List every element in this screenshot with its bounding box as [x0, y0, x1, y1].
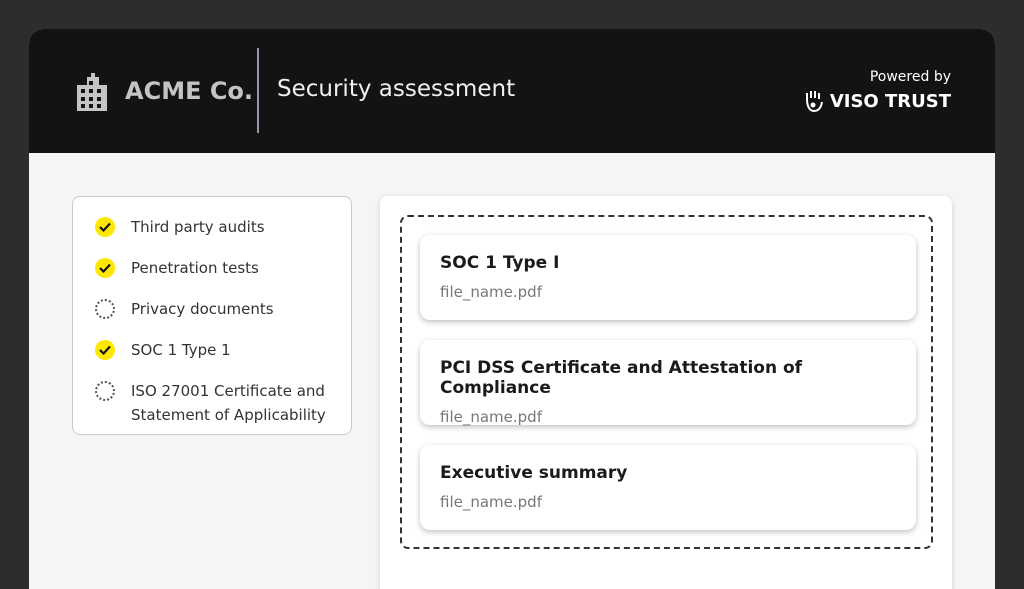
checklist-item: Third party audits	[95, 215, 351, 239]
pending-circle-icon	[95, 381, 115, 401]
document-title: Executive summary	[440, 463, 628, 483]
pending-circle-icon	[95, 299, 115, 319]
checklist-item: ISO 27001 Certificate and Statement of A…	[95, 379, 351, 427]
checklist-label: Penetration tests	[131, 259, 259, 277]
divider	[257, 48, 259, 133]
checklist-label: ISO 27001 Certificate and Statement of A…	[131, 382, 326, 424]
app-window: ACME Co. Security assessment Powered by …	[29, 29, 995, 589]
checklist-item: Privacy documents	[95, 297, 351, 321]
company-logo: ACME Co.	[77, 71, 253, 111]
documents-panel: SOC 1 Type I file_name.pdf PCI DSS Certifi…	[380, 196, 952, 589]
check-icon	[95, 340, 115, 360]
checklist-item: Penetration tests	[95, 256, 351, 280]
document-card[interactable]: Executive summary file_name.pdf	[420, 445, 916, 530]
powered-by-label: Powered by	[869, 69, 951, 85]
header: ACME Co. Security assessment Powered by …	[29, 29, 995, 153]
document-filename[interactable]: file_name.pdf	[440, 408, 542, 426]
checklist-label: Third party audits	[131, 218, 265, 236]
check-icon	[95, 258, 115, 278]
document-filename[interactable]: file_name.pdf	[440, 493, 542, 511]
checklist-item: SOC 1 Type 1	[95, 338, 351, 362]
hand-eye-icon	[805, 91, 823, 113]
checklist-label: SOC 1 Type 1	[131, 341, 231, 359]
checklist-panel: Third party audits Penetration tests Priva…	[72, 196, 352, 435]
checklist-label: Privacy documents	[131, 300, 274, 318]
document-title: PCI DSS Certificate and Attestation of C…	[440, 358, 803, 398]
check-icon	[95, 217, 115, 237]
building-icon	[77, 73, 107, 111]
powered-by: Powered by VISO TRUST	[804, 69, 951, 113]
document-title: SOC 1 Type I	[440, 253, 560, 273]
page-title: Security assessment	[277, 76, 516, 102]
document-card[interactable]: PCI DSS Certificate and Attestation of C…	[420, 340, 916, 426]
drop-zone[interactable]: SOC 1 Type I file_name.pdf PCI DSS Certifi…	[400, 215, 933, 549]
document-filename[interactable]: file_name.pdf	[440, 283, 542, 301]
document-card[interactable]: SOC 1 Type I file_name.pdf	[420, 235, 916, 320]
brand-name: VISO TRUST	[829, 90, 951, 112]
company-name: ACME Co.	[125, 77, 254, 105]
